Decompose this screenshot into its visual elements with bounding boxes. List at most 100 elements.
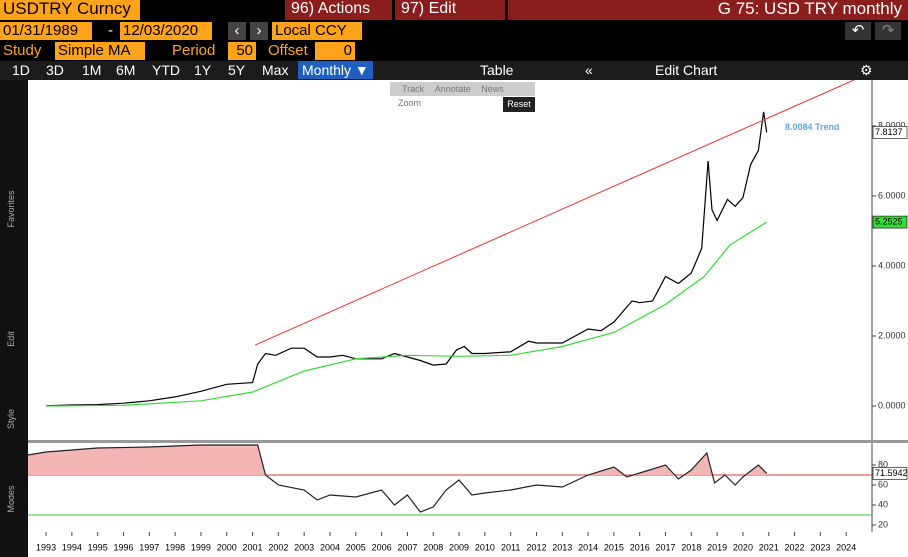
period-label: Period bbox=[172, 42, 216, 59]
period-button[interactable]: YTD bbox=[152, 62, 180, 78]
x-tick-label: 2011 bbox=[501, 542, 520, 552]
window-title: G 75: USD TRY monthly bbox=[508, 0, 908, 20]
x-tick-label: 2022 bbox=[785, 542, 805, 552]
period-bar bbox=[0, 61, 908, 80]
last-value-box bbox=[872, 467, 908, 480]
x-tick-label: 2007 bbox=[397, 542, 417, 552]
period-button[interactable]: 1Y bbox=[194, 62, 212, 78]
x-tick-label: 2019 bbox=[707, 542, 727, 552]
trend-label: 8.0084 Trend bbox=[785, 122, 840, 132]
x-tick-label: 2001 bbox=[243, 542, 263, 552]
xaxis-background bbox=[28, 532, 908, 557]
y-tick-label: 20 bbox=[878, 519, 888, 529]
x-tick-label: 2024 bbox=[836, 542, 856, 552]
date-dash: - bbox=[108, 22, 113, 39]
series-line bbox=[27, 444, 768, 513]
x-tick-label: 2020 bbox=[733, 542, 753, 552]
y-tick-label: 0.0000 bbox=[878, 400, 906, 410]
prev-button[interactable]: ‹ bbox=[228, 22, 246, 40]
x-tick-label: 2013 bbox=[552, 542, 572, 552]
y-tick-label: 4.0000 bbox=[878, 260, 906, 270]
study-label: Study bbox=[3, 42, 42, 59]
period-button[interactable]: 1M bbox=[82, 62, 102, 78]
track-tool[interactable]: Track bbox=[402, 84, 425, 94]
x-tick-label: 2010 bbox=[475, 542, 495, 552]
start-date[interactable]: 01/31/1989 bbox=[0, 22, 92, 40]
x-tick-label: 2017 bbox=[656, 542, 676, 552]
side-label: Favorites bbox=[6, 190, 16, 228]
currency-field[interactable]: Local CCY bbox=[272, 22, 362, 40]
x-tick-label: 2021 bbox=[759, 542, 779, 552]
annotate-tool[interactable]: Annotate bbox=[434, 84, 471, 94]
trend-value: 8.0084 bbox=[785, 122, 813, 132]
table-button[interactable]: Table bbox=[480, 62, 514, 78]
period-button[interactable]: 5Y bbox=[228, 62, 246, 78]
period-button[interactable]: 1D bbox=[12, 62, 30, 78]
series-line bbox=[46, 111, 768, 407]
x-tick-label: 1996 bbox=[113, 542, 133, 552]
actions-button[interactable]: 96) Actions bbox=[285, 0, 392, 20]
reset-button[interactable]: Reset bbox=[503, 97, 535, 112]
x-tick-label: 1997 bbox=[139, 542, 159, 552]
x-tick-label: 2006 bbox=[372, 542, 392, 552]
offset-field[interactable]: 0 bbox=[315, 42, 355, 60]
end-date[interactable]: 12/03/2020 bbox=[120, 22, 212, 40]
x-tick-label: 2016 bbox=[630, 542, 650, 552]
side-label: Edit bbox=[6, 331, 16, 347]
y-tick-label: 40 bbox=[878, 499, 888, 509]
last-value-label: 5.2525 bbox=[875, 216, 903, 226]
rsi-fill bbox=[28, 445, 767, 475]
period-field[interactable]: 50 bbox=[228, 42, 256, 60]
news-tool[interactable]: News bbox=[481, 84, 504, 94]
last-value-label: 71.5942 bbox=[875, 468, 908, 478]
undo-button[interactable]: ↶ bbox=[845, 22, 871, 40]
y-tick-label: 60 bbox=[878, 479, 888, 489]
x-tick-label: 2002 bbox=[268, 542, 288, 552]
x-tick-label: 1995 bbox=[88, 542, 108, 552]
x-tick-label: 1994 bbox=[62, 542, 82, 552]
side-label: Modes bbox=[6, 485, 16, 513]
study-field[interactable]: Simple MA bbox=[55, 42, 145, 60]
x-tick-label: 1998 bbox=[165, 542, 185, 552]
x-tick-label: 2004 bbox=[320, 542, 340, 552]
edit-chart-button[interactable]: Edit Chart bbox=[655, 62, 718, 78]
x-tick-label: 1999 bbox=[191, 542, 211, 552]
x-tick-label: 2005 bbox=[346, 542, 366, 552]
x-tick-label: 2023 bbox=[810, 542, 830, 552]
x-tick-label: 2014 bbox=[578, 542, 598, 552]
next-button[interactable]: › bbox=[250, 22, 268, 40]
tool-popup: Track Annotate News Zoom bbox=[390, 82, 535, 108]
offset-label: Offset bbox=[268, 42, 308, 59]
period-button[interactable]: 6M bbox=[116, 62, 136, 78]
x-tick-label: 2009 bbox=[449, 542, 469, 552]
zoom-tool[interactable]: Zoom bbox=[398, 98, 422, 108]
x-tick-label: 2003 bbox=[294, 542, 314, 552]
redo-button[interactable]: ↷ bbox=[875, 22, 901, 40]
x-tick-label: 2018 bbox=[681, 542, 701, 552]
period-button[interactable]: Monthly ▼ bbox=[298, 61, 373, 79]
x-tick-label: 2000 bbox=[217, 542, 237, 552]
series-line bbox=[46, 221, 768, 407]
side-label: Style bbox=[6, 409, 16, 430]
ticker-field[interactable]: USDTRY Curncy bbox=[0, 0, 140, 20]
x-tick-label: 2015 bbox=[604, 542, 624, 552]
settings-button[interactable]: ⚙ bbox=[860, 62, 873, 78]
side-toolbar bbox=[0, 80, 28, 557]
x-tick-label: 2012 bbox=[526, 542, 546, 552]
y-tick-label: 8.0000 bbox=[878, 120, 906, 130]
collapse-button[interactable]: « bbox=[585, 62, 593, 78]
y-tick-label: 2.0000 bbox=[878, 330, 906, 340]
last-value-label: 7.8137 bbox=[875, 127, 903, 137]
trend-line bbox=[254, 80, 855, 346]
period-button[interactable]: Max bbox=[262, 62, 289, 78]
last-value-box bbox=[872, 126, 908, 139]
y-tick-label: 6.0000 bbox=[878, 190, 906, 200]
panel-separator bbox=[28, 440, 908, 443]
period-button[interactable]: 3D bbox=[46, 62, 64, 78]
edit-button[interactable]: 97) Edit bbox=[395, 0, 505, 20]
x-tick-label: 2008 bbox=[423, 542, 443, 552]
x-tick-label: 1993 bbox=[36, 542, 56, 552]
trend-name: Trend bbox=[815, 122, 840, 132]
